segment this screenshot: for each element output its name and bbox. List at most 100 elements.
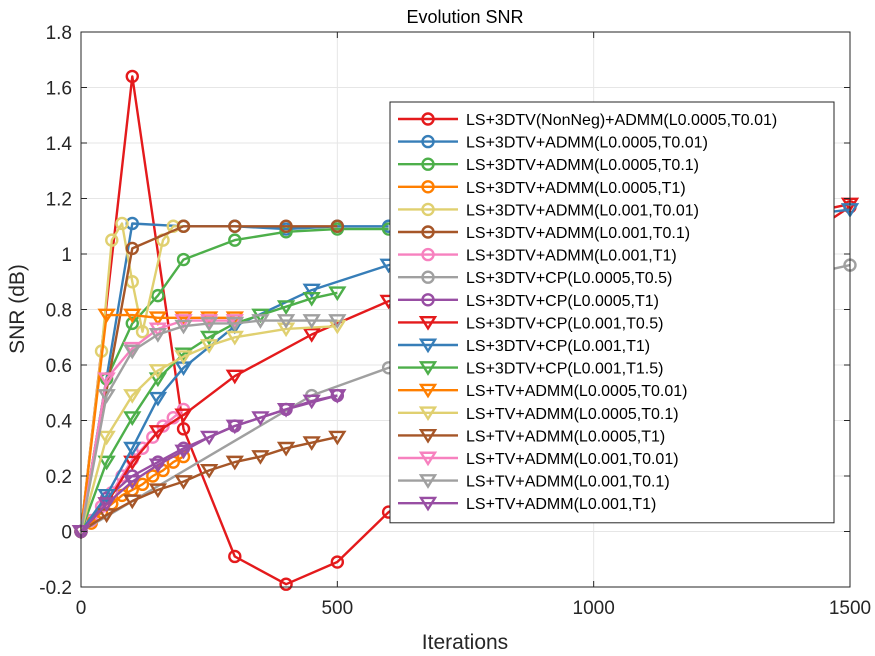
series-line (80, 435, 338, 533)
legend-label: LS+3DTV+ADMM(L0.0005,T1) (466, 180, 686, 197)
legend-entry: LS+3DTV(NonNeg)+ADMM(L0.0005,T0.01) (398, 112, 777, 129)
y-tick-label: 1.4 (46, 134, 73, 155)
legend-box (389, 101, 835, 524)
data-point (328, 319, 347, 335)
data-point (228, 233, 242, 247)
data-point (276, 441, 296, 457)
series-line (79, 291, 338, 532)
legend-entry: LS+TV+ADMM(L0.001,T1) (398, 496, 656, 513)
data-point (302, 291, 321, 307)
data-point (148, 425, 168, 440)
data-point (148, 391, 168, 407)
data-point (135, 477, 150, 492)
series-3 (74, 449, 191, 539)
legend-entry: LS+3DTV+CP(L0.001,T1) (398, 338, 650, 355)
legend-label: LS+3DTV+ADMM(L0.001,T0.1) (466, 225, 690, 242)
y-tick-label: 0.8 (46, 301, 72, 322)
legend-marker (421, 225, 435, 239)
legend-label: LS+3DTV+CP(L0.001,T0.5) (466, 315, 663, 332)
data-point (176, 219, 191, 233)
data-point (200, 430, 219, 446)
data-point (225, 316, 244, 332)
data-point (200, 464, 219, 479)
legend-entry: LS+3DTV+CP(L0.001,T1.5) (398, 361, 663, 378)
legend-entry: LS+TV+ADMM(L0.0005,T0.1) (398, 406, 679, 423)
legend-label: LS+3DTV+ADMM(L0.0005,T0.1) (466, 157, 699, 174)
legend-entry: LS+3DTV+CP(L0.0005,T0.5) (398, 270, 672, 287)
legend-marker (418, 428, 438, 444)
data-point (151, 288, 165, 303)
legend-marker (421, 270, 435, 284)
legend-marker (418, 496, 438, 512)
data-point (228, 219, 242, 233)
data-point (200, 314, 219, 329)
data-point (200, 339, 219, 354)
data-point (225, 455, 244, 471)
data-point (125, 69, 139, 84)
x-tick-label: 500 (321, 598, 353, 619)
series-line (79, 75, 851, 586)
x-tick-label: 1500 (829, 598, 871, 619)
legend-label: LS+3DTV(NonNeg)+ADMM(L0.0005,T0.01) (466, 112, 777, 129)
data-point (97, 497, 116, 512)
series-line (80, 208, 851, 533)
series-layer (71, 69, 860, 591)
y-tick-label: 1.8 (46, 23, 72, 44)
series-5 (74, 219, 345, 539)
y-tick-label: 1.6 (46, 79, 72, 100)
data-point (276, 402, 296, 418)
data-point (302, 283, 321, 299)
data-point (328, 314, 347, 329)
data-point (330, 219, 345, 233)
y-tick-label: 1.2 (46, 190, 72, 211)
data-point (176, 422, 191, 436)
legend-marker (418, 474, 438, 489)
chart-title: Evolution SNR (406, 7, 523, 27)
data-point (123, 308, 142, 324)
series-11 (71, 286, 347, 540)
legend-label: LS+3DTV+CP(L0.0005,T1) (466, 293, 659, 310)
legend-entry: LS+3DTV+ADMM(L0.001,T1) (398, 248, 677, 265)
data-point (251, 411, 270, 426)
y-axis-label: SNR (dB) (6, 264, 29, 354)
data-point (174, 319, 193, 335)
data-point (135, 325, 150, 339)
legend-entry: LS+3DTV+ADMM(L0.001,T0.1) (398, 225, 690, 242)
data-point (174, 408, 193, 424)
data-point (97, 372, 116, 388)
legend-label: LS+TV+ADMM(L0.0005,T0.01) (466, 383, 687, 400)
data-point (148, 311, 168, 327)
data-point (330, 555, 345, 569)
data-point (146, 469, 160, 483)
data-point (225, 314, 244, 329)
legend-marker (418, 315, 438, 331)
legend-label: LS+TV+ADMM(L0.001,T0.1) (466, 474, 670, 491)
data-point (125, 241, 139, 256)
x-axis-label: Iterations (422, 631, 508, 654)
legend: LS+3DTV(NonNeg)+ADMM(L0.0005,T0.01) LS+3D… (389, 101, 835, 524)
legend-label: LS+TV+ADMM(L0.001,T1) (466, 496, 656, 513)
data-point (200, 316, 219, 332)
data-point (105, 233, 119, 247)
legend-marker (418, 406, 438, 422)
axes: 0 500 1000 1500-0.200.20.40.60.811.21.41.61… (39, 23, 871, 619)
series-line (79, 319, 338, 532)
series-line (79, 325, 338, 532)
legend-marker (421, 112, 435, 126)
legend-marker (418, 361, 438, 376)
legend-marker (421, 293, 435, 307)
data-point (148, 328, 168, 343)
data-point (174, 444, 193, 460)
x-tick-label: 1000 (573, 598, 615, 619)
data-point (225, 419, 244, 435)
y-tick-label: 1 (61, 245, 72, 266)
data-point (123, 494, 142, 510)
data-point (123, 344, 142, 360)
data-point (97, 430, 116, 446)
legend-marker (421, 202, 435, 217)
legend-label: LS+3DTV+CP(L0.001,T1.5) (466, 361, 663, 378)
data-point (302, 314, 321, 329)
data-point (148, 483, 168, 499)
data-point (97, 308, 116, 324)
